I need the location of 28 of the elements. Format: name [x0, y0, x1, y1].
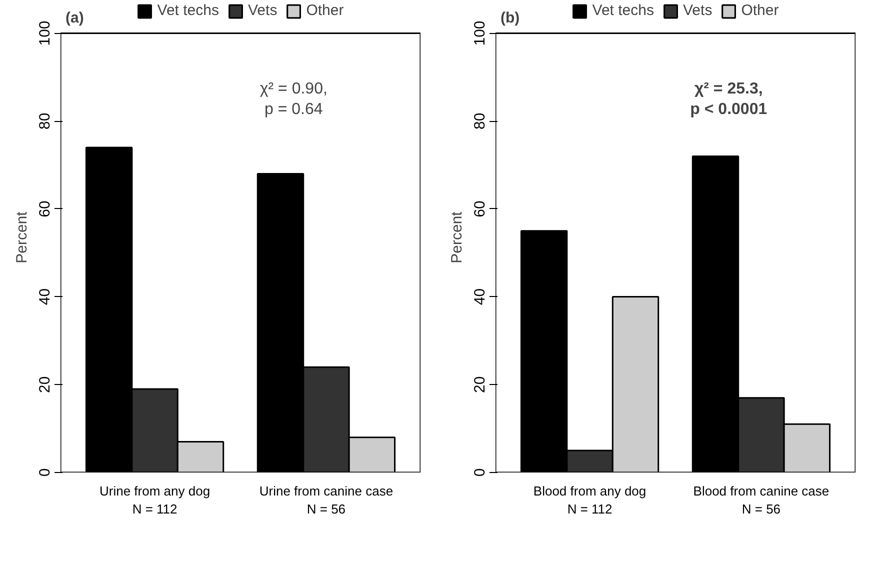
annotation: χ² = 25.3, p < 0.0001: [690, 80, 768, 118]
x-tick-label: Urine from canine case N = 56: [259, 484, 394, 516]
x-tick-label: Urine from any dog N = 112: [100, 484, 210, 516]
y-tick-label: 60: [472, 200, 488, 218]
legend-label: Vets: [248, 2, 278, 19]
legend-label: Vets: [683, 2, 712, 19]
y-tick-label: 100: [36, 20, 54, 46]
y-tick-label: 20: [472, 376, 488, 393]
chart-title: (a): [66, 9, 84, 26]
y-tick-label: 0: [36, 468, 54, 477]
annotation: χ² = 0.90, p = 0.64: [260, 80, 328, 118]
legend-label: Vet techs: [157, 2, 220, 19]
chart-title: (b): [500, 9, 520, 26]
y-axis-title: Percent: [448, 210, 466, 264]
y-tick-label: 0: [472, 468, 488, 477]
y-tick-label: 60: [36, 200, 54, 218]
y-axis-title: Percent: [14, 210, 30, 264]
legend-label: Vet techs: [592, 2, 654, 19]
y-tick-label: 40: [36, 288, 54, 306]
y-tick-label: 20: [36, 376, 54, 393]
y-tick-label: 80: [36, 112, 54, 130]
legend-label: Other: [741, 2, 779, 19]
y-tick-label: 80: [472, 112, 488, 130]
y-tick-label: 40: [472, 288, 488, 306]
x-tick-label: Blood from canine case N = 56: [693, 484, 830, 516]
y-tick-label: 100: [472, 20, 488, 46]
x-tick-label: Blood from any dog N = 112: [533, 484, 646, 516]
legend-label: Other: [306, 2, 344, 19]
